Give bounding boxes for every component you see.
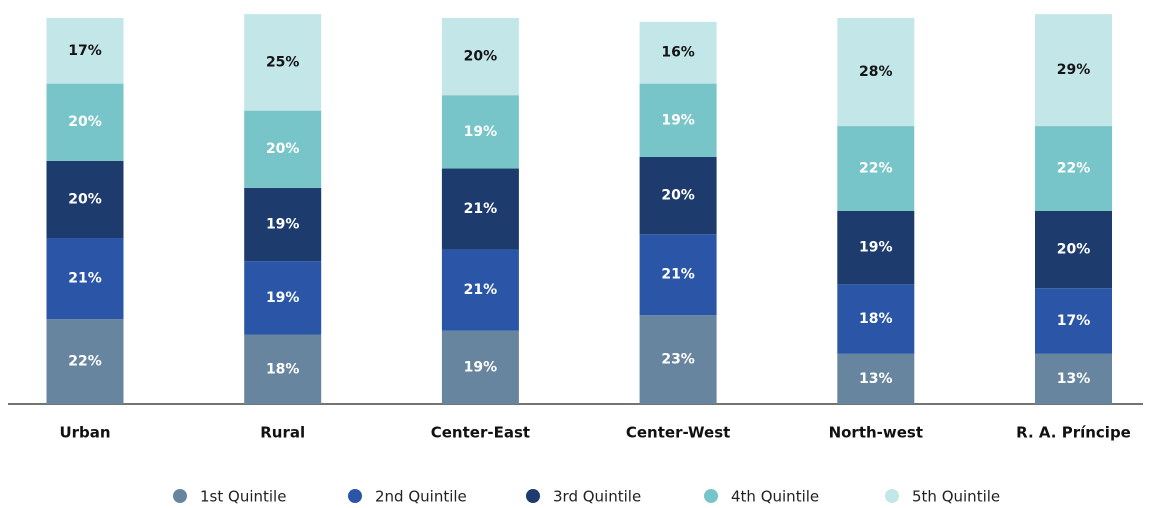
value-label: 21% xyxy=(464,201,498,217)
x-tick-label: North-west xyxy=(829,424,923,442)
value-label: 20% xyxy=(464,49,498,65)
bar-segment xyxy=(837,284,915,354)
bar-segment xyxy=(244,14,322,111)
bar-segment xyxy=(1035,14,1112,127)
legend-marker xyxy=(885,489,899,503)
bar-segment xyxy=(46,238,124,320)
bar-segment xyxy=(837,126,915,211)
value-label: 19% xyxy=(661,112,695,128)
legend-marker xyxy=(704,489,718,503)
bar-segment xyxy=(639,21,717,84)
legend-label: 2nd Quintile xyxy=(375,488,467,506)
x-tick-label: Rural xyxy=(260,424,305,442)
legend-marker xyxy=(526,489,540,503)
value-label: 21% xyxy=(661,267,695,283)
legend-label: 1st Quintile xyxy=(200,488,286,506)
value-label: 21% xyxy=(464,282,498,298)
x-tick-label: Center-West xyxy=(626,424,730,442)
value-label: 20% xyxy=(266,141,300,157)
value-label: 29% xyxy=(1057,62,1091,78)
bar-segment xyxy=(46,83,124,161)
value-label: 19% xyxy=(266,217,300,233)
bar-segment xyxy=(639,315,717,404)
value-label: 19% xyxy=(464,124,498,140)
value-label: 20% xyxy=(68,191,102,207)
bar-segment xyxy=(1035,126,1112,211)
bar-segment xyxy=(837,353,915,404)
bar-segment xyxy=(46,18,124,84)
legend-marker xyxy=(173,489,187,503)
legend-label: 5th Quintile xyxy=(912,488,1000,506)
bar-segment xyxy=(1035,353,1112,404)
x-tick-label: Center-East xyxy=(431,424,530,442)
value-label: 19% xyxy=(464,359,498,375)
bar-segment xyxy=(441,18,519,96)
value-label: 17% xyxy=(68,43,102,59)
value-label: 17% xyxy=(1057,313,1091,329)
value-label: 16% xyxy=(661,45,695,61)
bar-segment xyxy=(46,160,124,239)
bar-segment xyxy=(639,234,717,316)
bar-segment xyxy=(244,261,322,335)
bar-segment xyxy=(441,95,519,169)
bar-segment xyxy=(1035,211,1112,289)
bar-segment xyxy=(244,110,322,188)
bar-segment xyxy=(837,18,915,127)
x-tick-label: R. A. Príncipe xyxy=(1016,424,1131,442)
value-label: 19% xyxy=(266,290,300,306)
value-label: 18% xyxy=(859,311,893,327)
value-label: 13% xyxy=(1057,371,1091,387)
value-label: 18% xyxy=(266,361,300,377)
bar-segment xyxy=(244,334,322,404)
legend-label: 3rd Quintile xyxy=(553,488,641,506)
bar-segment xyxy=(441,168,519,250)
value-label: 28% xyxy=(859,64,893,80)
value-label: 25% xyxy=(266,54,300,70)
bar-segment xyxy=(244,187,322,262)
bar-segment xyxy=(639,83,717,157)
value-label: 19% xyxy=(859,240,893,256)
value-label: 22% xyxy=(68,354,102,370)
value-label: 22% xyxy=(859,161,893,177)
value-label: 21% xyxy=(68,271,102,287)
value-label: 20% xyxy=(68,114,102,130)
value-label: 22% xyxy=(1057,161,1091,177)
x-tick-label: Urban xyxy=(59,424,110,442)
value-label: 20% xyxy=(1057,242,1091,258)
legend-marker xyxy=(348,489,362,503)
bar-segment xyxy=(441,330,519,404)
bar-segment xyxy=(1035,288,1112,354)
bar-segment xyxy=(639,156,717,235)
value-label: 13% xyxy=(859,371,893,387)
bar-segment xyxy=(46,319,124,404)
bar-segment xyxy=(441,249,519,331)
value-label: 23% xyxy=(661,352,695,368)
bar-segment xyxy=(837,211,915,285)
value-label: 20% xyxy=(661,188,695,204)
legend-label: 4th Quintile xyxy=(731,488,819,506)
